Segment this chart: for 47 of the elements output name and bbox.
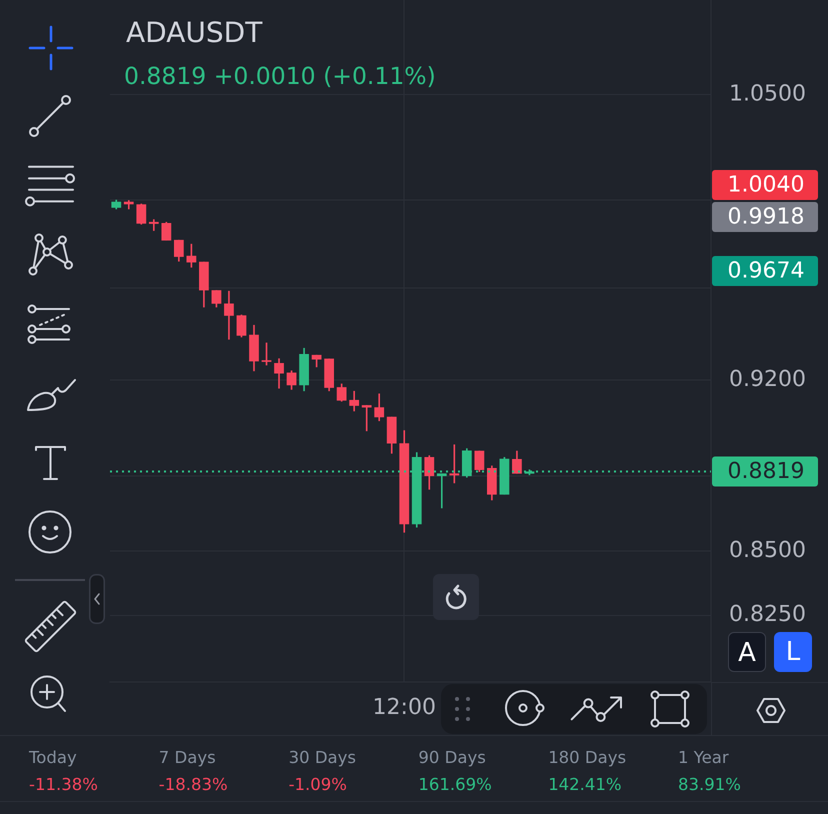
- text: 0.8819 +0.0010 (+0.11%): [124, 62, 436, 90]
- candlestick: [186, 243, 196, 268]
- candlestick: [424, 454, 434, 490]
- candlestick: [174, 239, 184, 262]
- candlestick: [474, 450, 484, 473]
- candlestick: [286, 370, 296, 391]
- text: 142.41%: [548, 774, 622, 794]
- x-tick-label: 12:00: [372, 694, 436, 720]
- y-tick-label: 1.0500: [728, 81, 806, 106]
- candlestick: [124, 199, 134, 210]
- log-scale-button: L: [774, 632, 812, 672]
- text: 83.91%: [678, 774, 741, 794]
- candlestick: [312, 354, 322, 368]
- text: 0.9674: [728, 258, 804, 284]
- candlestick: [336, 382, 347, 402]
- category-label: 1 Year: [678, 748, 730, 768]
- auto-scale-button: A: [728, 632, 766, 672]
- candlestick: [374, 392, 384, 422]
- candlestick: [362, 404, 372, 432]
- candlestick: [111, 198, 122, 210]
- candlestick: [236, 314, 246, 338]
- text: 0.9918: [728, 204, 804, 230]
- candlestick: [274, 358, 284, 390]
- candlestick: [212, 289, 222, 308]
- text: -1.09%: [288, 774, 347, 794]
- y-tick-label: 0.9200: [728, 366, 806, 392]
- candlestick: [148, 218, 159, 232]
- candlestick: [512, 450, 522, 474]
- candlestick: [161, 221, 172, 242]
- candlestick: [136, 202, 146, 226]
- candlestick: [224, 290, 234, 340]
- category-label: 90 Days: [418, 748, 487, 768]
- text: ADAUSDT: [126, 16, 262, 50]
- text: -11.38%: [29, 774, 98, 794]
- category-label: Today: [29, 748, 78, 768]
- ref-line-label: 0.8819: [728, 459, 804, 484]
- text: 1.0040: [728, 172, 804, 198]
- candlestick: [449, 444, 460, 484]
- y-tick-label: 0.8500: [728, 538, 806, 563]
- category-label: 180 Days: [548, 748, 626, 768]
- text: 161.69%: [418, 774, 492, 794]
- candlestick: [349, 390, 360, 412]
- text: -18.83%: [158, 774, 228, 794]
- candlestick: [262, 342, 272, 366]
- category-label: 30 Days: [288, 748, 356, 768]
- category-label: 7 Days: [158, 748, 217, 768]
- y-tick-label: 0.8250: [728, 602, 806, 628]
